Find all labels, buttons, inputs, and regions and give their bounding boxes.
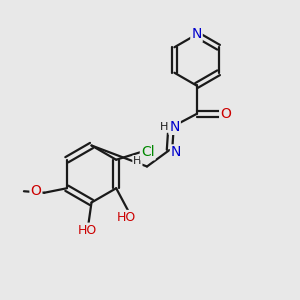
Text: HO: HO (77, 224, 97, 237)
Text: Cl: Cl (141, 145, 154, 159)
Text: N: N (191, 28, 202, 41)
Text: N: N (171, 146, 181, 159)
Text: HO: HO (117, 211, 136, 224)
Text: O: O (220, 107, 231, 121)
Text: H: H (133, 156, 142, 166)
Text: H: H (160, 122, 169, 132)
Text: O: O (31, 184, 41, 198)
Text: N: N (169, 120, 180, 134)
